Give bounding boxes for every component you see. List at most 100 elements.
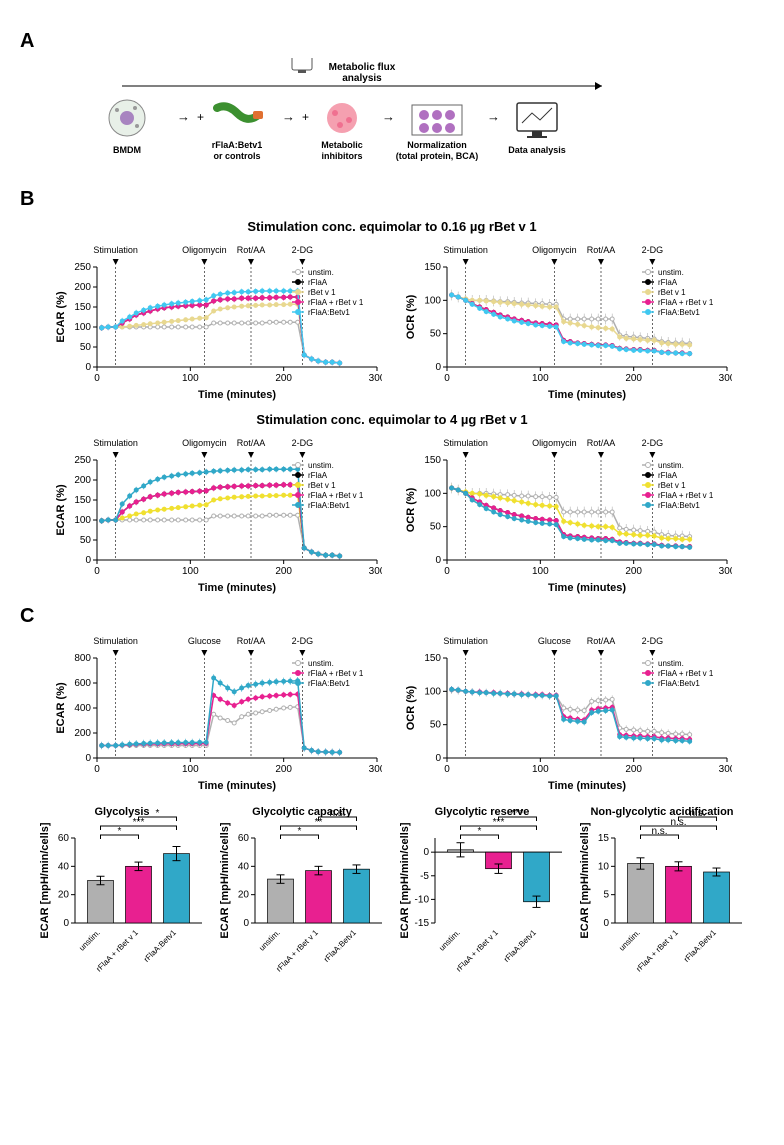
- svg-text:Stimulation: Stimulation: [443, 438, 488, 448]
- svg-text:300: 300: [369, 373, 382, 384]
- svg-text:0: 0: [63, 918, 69, 929]
- svg-text:Oligomycin: Oligomycin: [182, 245, 227, 255]
- svg-text:100: 100: [182, 566, 199, 577]
- svg-text:0: 0: [444, 373, 450, 384]
- svg-text:rBet v 1: rBet v 1: [308, 288, 336, 297]
- svg-text:unstim.: unstim.: [617, 928, 642, 953]
- svg-text:200: 200: [275, 373, 292, 384]
- svg-text:rFlaA + rBet v 1: rFlaA + rBet v 1: [658, 669, 714, 678]
- svg-text:2-DG: 2-DG: [642, 636, 664, 646]
- panel-a-workflow: Metabolic flux analysis BMDM → + rFlaA:B…: [42, 58, 742, 178]
- svg-text:100: 100: [424, 488, 441, 499]
- svg-text:300: 300: [719, 373, 732, 384]
- svg-text:rFlaA + rBet v 1: rFlaA + rBet v 1: [308, 298, 364, 307]
- svg-text:300: 300: [719, 764, 732, 775]
- chart-b-ecar-low: 0501001502002500100200300StimulationOlig…: [52, 242, 382, 402]
- svg-text:0: 0: [603, 918, 609, 929]
- svg-text:ECAR (%): ECAR (%): [55, 484, 67, 536]
- svg-text:Glucose: Glucose: [188, 636, 221, 646]
- svg-text:Non-glycolytic acidification: Non-glycolytic acidification: [590, 806, 733, 818]
- svg-text:Oligomycin: Oligomycin: [532, 438, 577, 448]
- chart-b-ocr-low: 0501001500100200300StimulationOligomycin…: [402, 242, 732, 402]
- svg-text:-10: -10: [415, 894, 430, 905]
- svg-text:200: 200: [74, 475, 91, 486]
- svg-text:200: 200: [74, 728, 91, 739]
- svg-text:Rot/AA: Rot/AA: [237, 438, 266, 448]
- svg-text:2-DG: 2-DG: [292, 245, 314, 255]
- svg-text:Oligomycin: Oligomycin: [532, 245, 577, 255]
- svg-text:n.s.: n.s.: [651, 826, 667, 837]
- panel-a-label: A: [20, 30, 764, 53]
- svg-text:300: 300: [369, 566, 382, 577]
- svg-text:Normalization: Normalization: [407, 140, 467, 150]
- svg-text:50: 50: [80, 535, 92, 546]
- svg-text:unstim.: unstim.: [77, 928, 102, 953]
- svg-text:inhibitors: inhibitors: [322, 151, 363, 161]
- chart-b-ecar-high: 0501001502002500100200300StimulationOlig…: [52, 435, 382, 595]
- svg-text:Data analysis: Data analysis: [508, 145, 566, 155]
- svg-text:300: 300: [719, 566, 732, 577]
- svg-text:20: 20: [238, 890, 250, 901]
- svg-text:100: 100: [182, 373, 199, 384]
- svg-text:rFlaA:Betv1: rFlaA:Betv1: [682, 928, 718, 964]
- svg-text:2-DG: 2-DG: [642, 245, 664, 255]
- svg-text:0: 0: [435, 753, 441, 764]
- svg-text:50: 50: [430, 522, 442, 533]
- svg-text:rBet v 1: rBet v 1: [308, 481, 336, 490]
- svg-text:100: 100: [74, 322, 91, 333]
- svg-text:Rot/AA: Rot/AA: [237, 636, 266, 646]
- svg-text:-5: -5: [420, 871, 429, 882]
- svg-text:Stimulation: Stimulation: [93, 438, 138, 448]
- svg-text:150: 150: [424, 653, 441, 664]
- svg-text:Stimulation: Stimulation: [443, 636, 488, 646]
- svg-text:250: 250: [74, 455, 91, 466]
- svg-text:rFlaA:Betv1: rFlaA:Betv1: [502, 928, 538, 964]
- svg-text:n.s.: n.s.: [329, 808, 345, 819]
- bar-glycolysis: Glycolysis0204060unstim.rFlaA + rBet v 1…: [37, 803, 207, 988]
- svg-text:60: 60: [58, 833, 70, 844]
- svg-text:rFlaA: rFlaA: [658, 278, 678, 287]
- svg-text:50: 50: [430, 720, 442, 731]
- svg-text:Time (minutes): Time (minutes): [548, 582, 626, 594]
- svg-text:50: 50: [430, 329, 442, 340]
- svg-text:200: 200: [74, 282, 91, 293]
- svg-text:ECAR [mpH/min/cells]: ECAR [mpH/min/cells]: [579, 822, 591, 938]
- svg-text:0: 0: [85, 753, 91, 764]
- svg-text:-15: -15: [415, 918, 430, 929]
- svg-text:Stimulation: Stimulation: [93, 245, 138, 255]
- svg-text:0: 0: [435, 362, 441, 373]
- svg-text:600: 600: [74, 678, 91, 689]
- svg-text:+: +: [197, 110, 204, 124]
- svg-text:0: 0: [94, 566, 100, 577]
- svg-text:2-DG: 2-DG: [642, 438, 664, 448]
- svg-text:Time (minutes): Time (minutes): [198, 780, 276, 792]
- svg-text:Time (minutes): Time (minutes): [198, 389, 276, 401]
- bar-capacity: Glycolytic capacity0204060unstim.rFlaA +…: [217, 803, 387, 988]
- svg-text:rBet v 1: rBet v 1: [658, 481, 686, 490]
- svg-text:100: 100: [424, 686, 441, 697]
- svg-text:200: 200: [625, 566, 642, 577]
- svg-text:Rot/AA: Rot/AA: [237, 245, 266, 255]
- svg-text:ECAR [mpH/min/cells]: ECAR [mpH/min/cells]: [39, 822, 51, 938]
- svg-text:rFlaA: rFlaA: [308, 471, 328, 480]
- svg-text:15: 15: [598, 833, 610, 844]
- svg-text:150: 150: [424, 262, 441, 273]
- svg-text:→: →: [487, 109, 500, 124]
- svg-text:rFlaA: rFlaA: [308, 278, 328, 287]
- svg-text:rFlaA:Betv1: rFlaA:Betv1: [142, 928, 178, 964]
- svg-text:unstim.: unstim.: [658, 461, 684, 470]
- svg-text:Time (minutes): Time (minutes): [548, 389, 626, 401]
- svg-text:unstim.: unstim.: [257, 928, 282, 953]
- svg-text:rFlaA + rBet v 1: rFlaA + rBet v 1: [658, 298, 714, 307]
- svg-text:rFlaA:Betv1: rFlaA:Betv1: [212, 140, 263, 150]
- svg-text:Metabolic flux: Metabolic flux: [329, 62, 396, 73]
- svg-text:Metabolic: Metabolic: [321, 140, 363, 150]
- svg-text:Rot/AA: Rot/AA: [587, 245, 616, 255]
- svg-text:rFlaA:Betv1: rFlaA:Betv1: [322, 928, 358, 964]
- svg-text:+: +: [302, 110, 309, 124]
- svg-text:rFlaA + rBet v 1: rFlaA + rBet v 1: [658, 491, 714, 500]
- svg-text:unstim.: unstim.: [658, 659, 684, 668]
- svg-text:ECAR (%): ECAR (%): [55, 682, 67, 734]
- svg-text:Rot/AA: Rot/AA: [587, 438, 616, 448]
- svg-text:60: 60: [238, 833, 250, 844]
